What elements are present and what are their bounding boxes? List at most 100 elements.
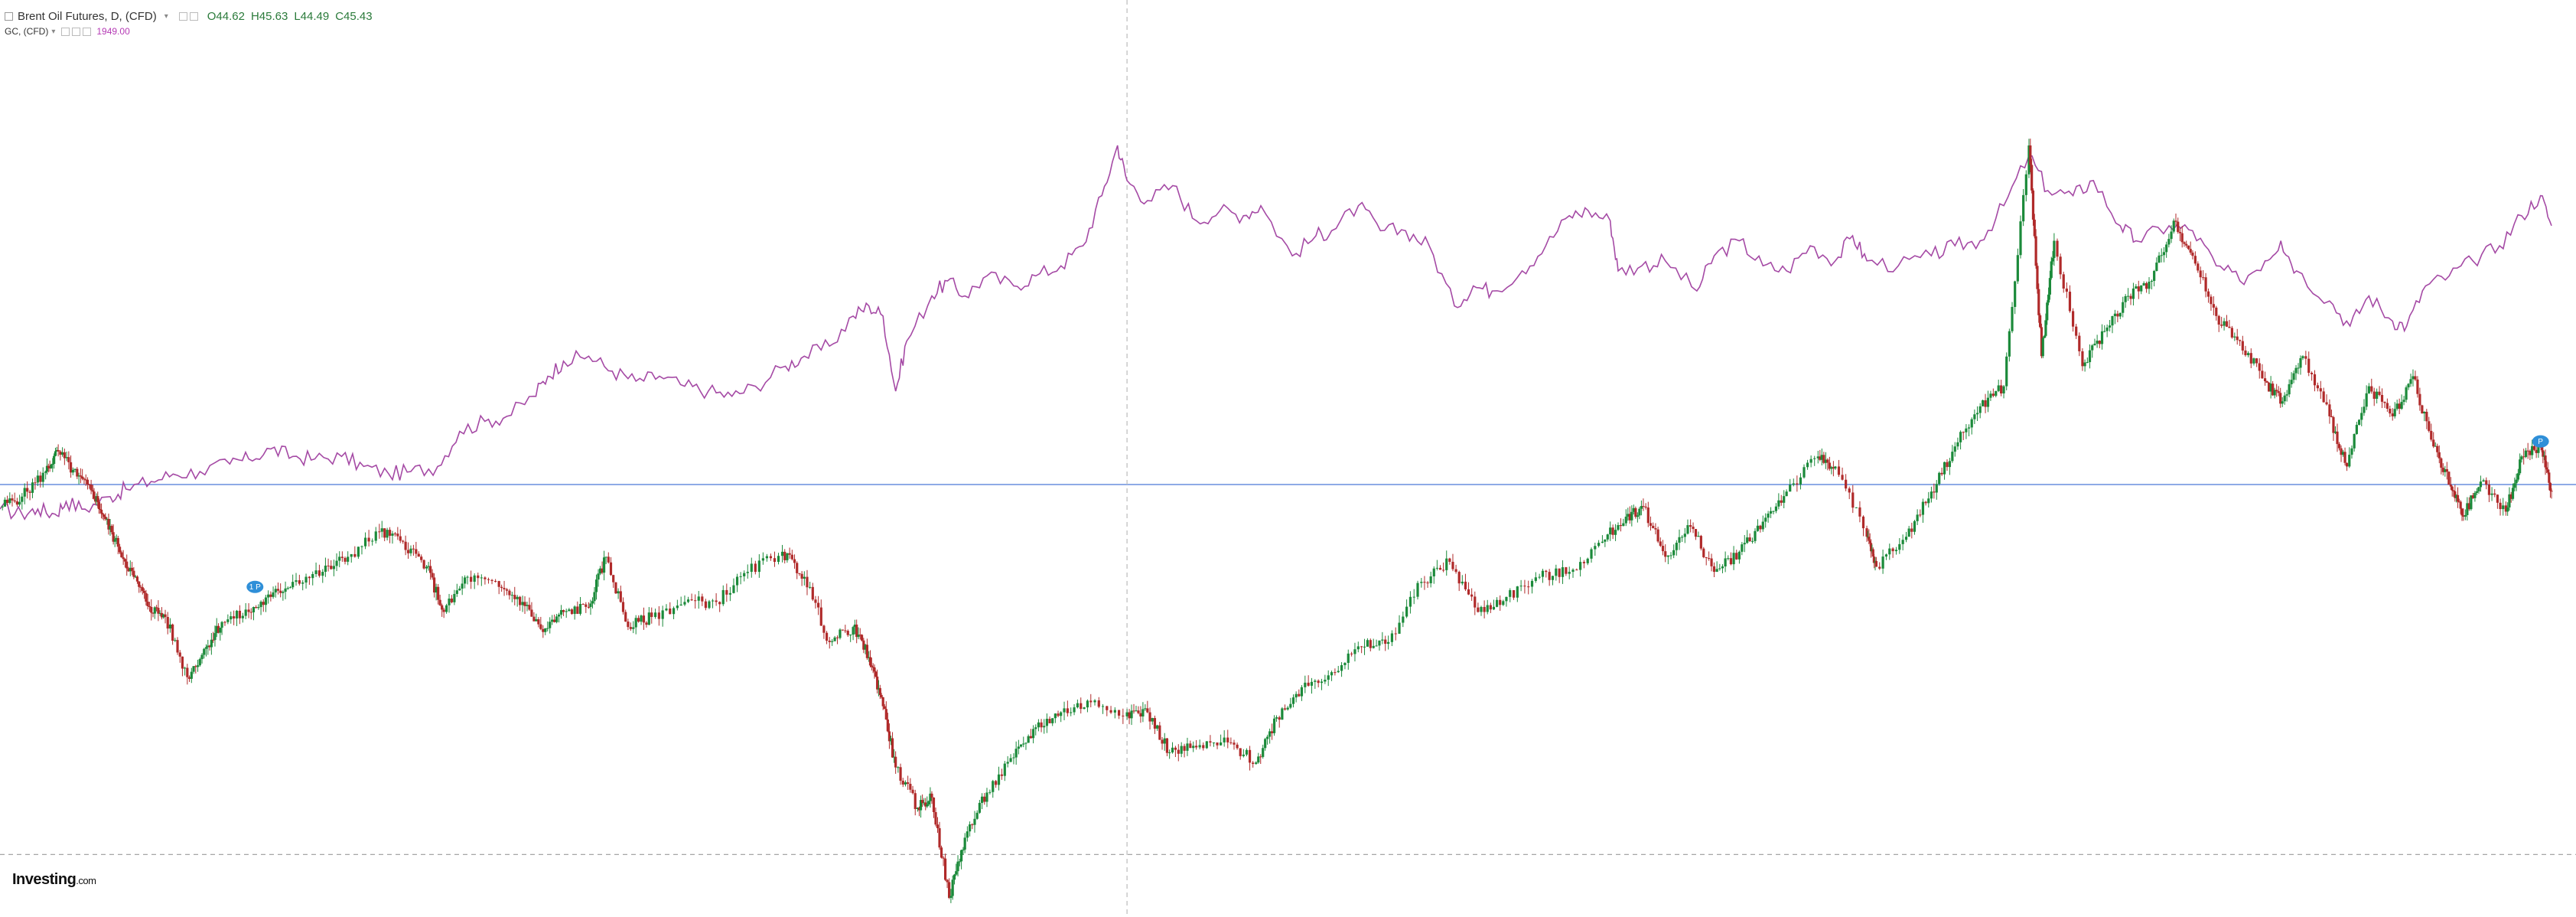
candle-body bbox=[629, 627, 632, 629]
candle-body bbox=[864, 645, 867, 650]
candle-body bbox=[1627, 514, 1630, 517]
candle-body bbox=[870, 665, 873, 667]
candle-body bbox=[8, 498, 11, 504]
candle-body bbox=[178, 652, 181, 657]
candle-body bbox=[71, 469, 74, 473]
candle-body bbox=[380, 528, 383, 532]
candle-body bbox=[1252, 762, 1255, 764]
candle-body bbox=[473, 575, 476, 583]
candle-body bbox=[1774, 506, 1778, 511]
candle-body bbox=[1689, 525, 1692, 527]
candle-body bbox=[291, 582, 295, 588]
candle-body bbox=[1710, 558, 1713, 566]
collapse-icon[interactable] bbox=[5, 11, 13, 21]
candle-body bbox=[2046, 302, 2049, 321]
candle-body bbox=[2504, 505, 2507, 512]
candle-body bbox=[992, 781, 995, 792]
candle-body bbox=[1259, 756, 1262, 758]
candle-body bbox=[2081, 351, 2084, 367]
candle-body bbox=[958, 861, 961, 863]
candle-body bbox=[2407, 383, 2410, 388]
candle-body bbox=[2496, 494, 2499, 503]
candle-body bbox=[84, 479, 87, 481]
candle-body bbox=[1366, 640, 1369, 647]
candle-body bbox=[2053, 240, 2056, 259]
candle-body bbox=[949, 896, 953, 899]
candle-body bbox=[1869, 543, 1873, 552]
candle-body bbox=[1034, 727, 1037, 729]
candle-body bbox=[63, 452, 66, 459]
candle-body bbox=[2440, 458, 2443, 468]
candle-body bbox=[886, 719, 889, 732]
candle-body bbox=[2281, 401, 2284, 404]
close-icon[interactable] bbox=[83, 27, 92, 36]
candle-body bbox=[1477, 607, 1480, 612]
candle-body bbox=[598, 568, 602, 574]
candle-body bbox=[417, 553, 420, 557]
candle-body bbox=[904, 782, 907, 785]
candle-body bbox=[2288, 383, 2291, 395]
candle-body bbox=[1281, 708, 1284, 720]
candle-body bbox=[1978, 406, 1982, 413]
event-marker-label: 1 P bbox=[249, 583, 261, 592]
visibility-icon[interactable] bbox=[61, 27, 70, 36]
candle-body bbox=[1891, 548, 1894, 552]
candle-body bbox=[2319, 388, 2322, 392]
chevron-down-icon[interactable]: ▾ bbox=[51, 27, 56, 36]
candle-body bbox=[2005, 356, 2008, 387]
candle-body bbox=[208, 645, 211, 648]
candle-body bbox=[2389, 408, 2392, 414]
candle-body bbox=[2124, 295, 2127, 302]
candle-body bbox=[2034, 236, 2037, 266]
candle-body bbox=[573, 606, 576, 615]
candle-body bbox=[77, 475, 80, 477]
candle-body bbox=[1597, 543, 1601, 547]
candle-body bbox=[1445, 558, 1448, 570]
candle-body bbox=[526, 605, 529, 606]
candle-body bbox=[2150, 280, 2154, 282]
candle-body bbox=[93, 498, 97, 502]
candle-body bbox=[157, 608, 160, 614]
candle-body bbox=[609, 562, 613, 576]
candle-body bbox=[2153, 270, 2156, 281]
candle-body bbox=[174, 640, 177, 641]
candle-body bbox=[2490, 493, 2493, 495]
candle-body bbox=[1402, 616, 1405, 623]
settings-icon[interactable] bbox=[178, 11, 187, 21]
close-icon[interactable] bbox=[189, 11, 198, 21]
candle-body bbox=[1029, 736, 1032, 739]
compare-symbol-label[interactable]: GC, (CFD) bbox=[5, 26, 49, 37]
candle-body bbox=[955, 871, 958, 875]
candle-body bbox=[458, 588, 461, 591]
candle-body bbox=[1664, 551, 1667, 557]
candle-body bbox=[1083, 707, 1086, 710]
candle-body bbox=[2383, 401, 2386, 403]
candle-body bbox=[1630, 511, 1633, 521]
candle-body bbox=[1640, 506, 1643, 509]
candle-body bbox=[122, 557, 125, 560]
candle-body bbox=[2268, 382, 2271, 392]
candle-body bbox=[241, 615, 244, 618]
candle-body bbox=[2249, 353, 2252, 364]
main-symbol-label[interactable]: Brent Oil Futures, D, (CFD) bbox=[18, 9, 157, 23]
candle-body bbox=[308, 576, 311, 579]
chevron-down-icon[interactable]: ▾ bbox=[164, 11, 168, 21]
candle-body bbox=[59, 451, 62, 455]
candle-body bbox=[597, 573, 600, 580]
candle-body bbox=[1746, 537, 1749, 543]
candle-body bbox=[2380, 394, 2384, 402]
settings-icon[interactable] bbox=[72, 27, 81, 36]
candle-body bbox=[412, 548, 415, 550]
candle-body bbox=[2336, 431, 2339, 445]
candle-body bbox=[1943, 462, 1946, 475]
candle-body bbox=[619, 591, 622, 602]
candle-body bbox=[839, 629, 842, 638]
candle-body bbox=[1614, 530, 1617, 535]
candle-body bbox=[148, 606, 151, 608]
candle-body bbox=[2544, 455, 2547, 468]
candle-body bbox=[135, 576, 139, 582]
candle-body bbox=[2183, 242, 2186, 244]
candle-body bbox=[1202, 745, 1205, 749]
candle-body bbox=[1384, 639, 1387, 645]
